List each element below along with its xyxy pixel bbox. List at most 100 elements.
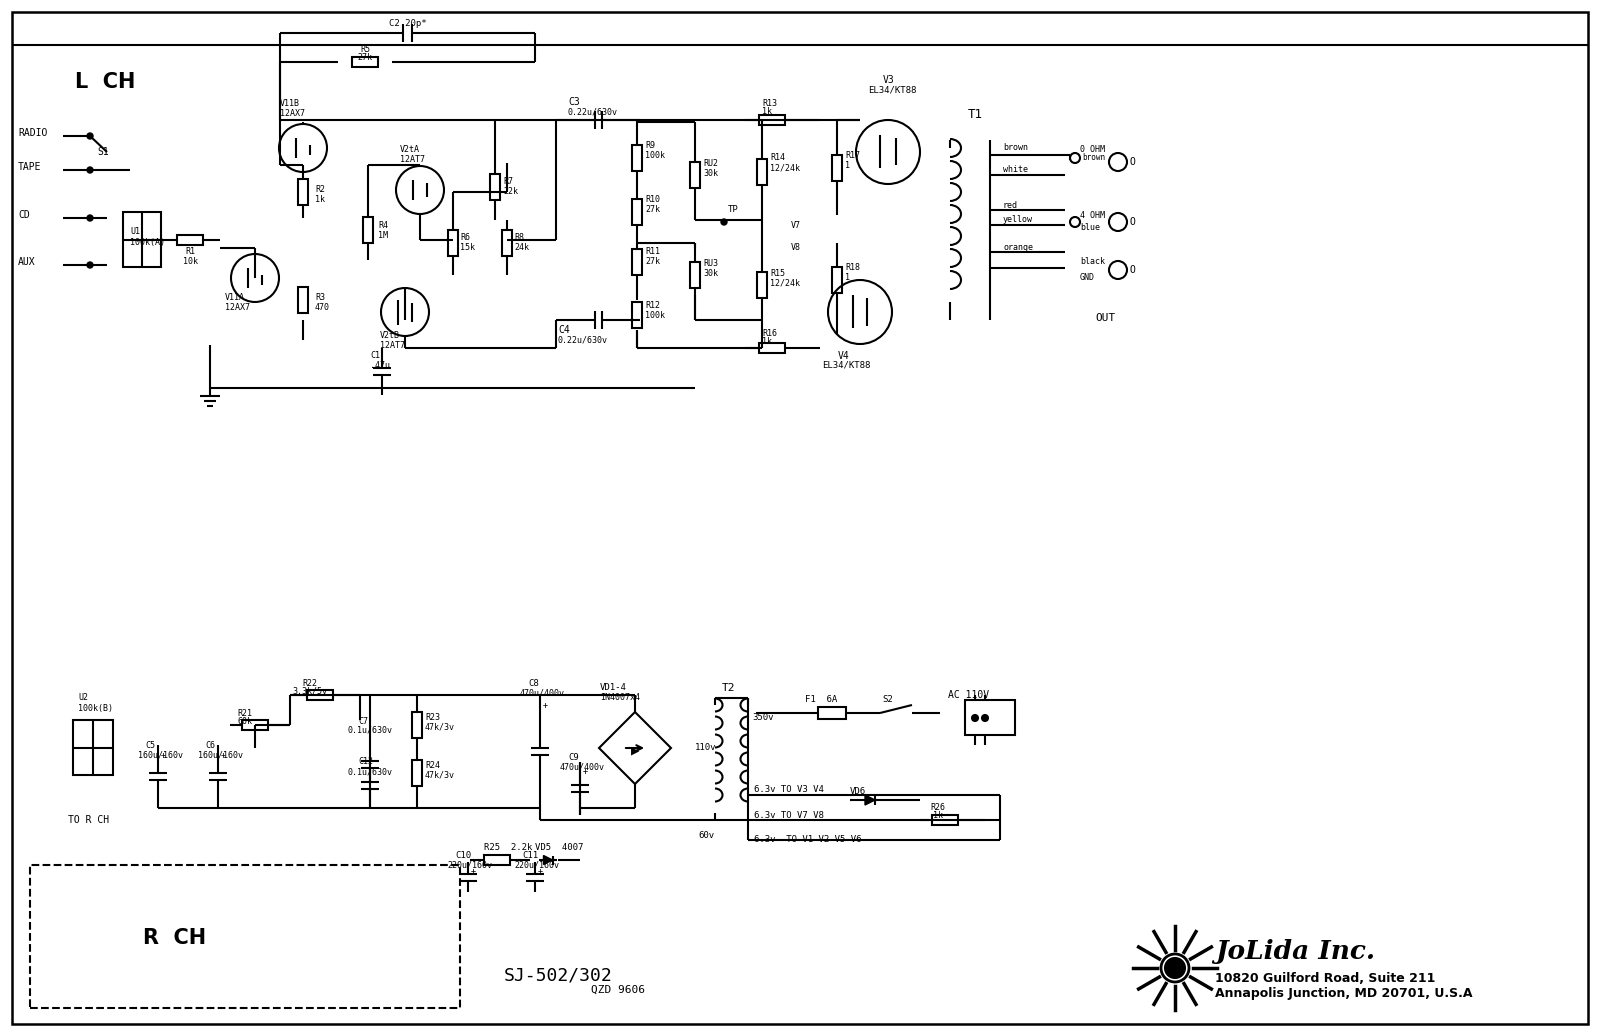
Text: 12AX7: 12AX7 [280,109,306,117]
Text: VD5  4007: VD5 4007 [534,842,584,852]
Text: blue: blue [1080,224,1101,232]
Text: T1: T1 [968,109,982,121]
Text: V11B: V11B [280,98,301,108]
Text: V2tA: V2tA [400,145,419,154]
Text: SJ-502/302: SJ-502/302 [504,966,613,984]
Text: 3.3k/5v: 3.3k/5v [293,687,328,695]
Text: 100k: 100k [645,150,666,160]
Text: TP: TP [728,205,739,214]
Text: AUX: AUX [18,257,35,267]
Text: 1: 1 [845,272,850,282]
Text: R14: R14 [770,153,786,163]
Text: V3: V3 [883,75,894,85]
Text: R26: R26 [931,804,946,812]
Text: F1  6A: F1 6A [805,695,837,704]
Polygon shape [544,856,552,864]
Bar [632,249,642,275]
Text: V4: V4 [838,351,850,361]
Bar [832,155,842,181]
Text: R8: R8 [514,232,525,241]
Text: 470u/400v: 470u/400v [560,762,605,772]
Text: C7: C7 [358,718,368,726]
Text: 160u/160v: 160u/160v [138,750,182,759]
Text: R12: R12 [645,300,661,310]
Text: 1k: 1k [762,108,771,116]
Text: 12/24k: 12/24k [770,279,800,288]
Text: 60v: 60v [698,831,714,839]
Text: 12AT7: 12AT7 [400,155,426,165]
Text: +: + [538,867,542,876]
Text: 0.1u/630v: 0.1u/630v [349,768,394,777]
Text: 220u/160v: 220u/160v [446,861,493,869]
Text: C9: C9 [568,752,579,761]
Text: R2: R2 [315,185,325,195]
Text: VD6: VD6 [850,787,866,797]
Bar [352,57,378,67]
Text: OUT: OUT [1094,313,1115,323]
Text: 12AX7: 12AX7 [226,304,250,313]
Text: 10k: 10k [182,257,197,265]
Text: R7: R7 [502,176,514,185]
Text: TAPE: TAPE [18,162,42,172]
Text: T2: T2 [722,683,736,693]
Circle shape [86,133,93,139]
Bar [931,815,958,825]
Text: C10: C10 [454,851,470,860]
Polygon shape [866,795,875,805]
Text: 12/24k: 12/24k [770,164,800,173]
Text: ▶: ▶ [630,744,638,758]
Bar [413,760,422,786]
Bar [490,174,499,200]
Bar [632,145,642,171]
Text: CD: CD [18,210,30,220]
Text: RADIO: RADIO [18,128,48,138]
Text: 100k(A): 100k(A) [130,237,165,247]
Text: R22: R22 [302,679,317,688]
Text: GND: GND [1080,274,1094,283]
Bar [483,855,510,865]
Text: 47k/3v: 47k/3v [426,722,454,731]
Text: C2 20p*: C2 20p* [389,19,427,28]
Text: R15: R15 [770,268,786,278]
Text: R17: R17 [845,150,861,160]
Bar [74,720,114,775]
Text: 47k/3v: 47k/3v [426,771,454,779]
Text: 15k: 15k [461,243,475,253]
Text: +: + [582,768,589,777]
Text: 27k: 27k [645,258,661,266]
Text: 6.3v TO V3 V4: 6.3v TO V3 V4 [754,785,824,795]
Text: 24k: 24k [514,243,530,253]
Text: C11: C11 [522,851,538,860]
Text: R10: R10 [645,196,661,204]
Text: R25  2.2k: R25 2.2k [483,842,533,852]
Text: 0.22u/630v: 0.22u/630v [558,336,608,345]
Text: R18: R18 [845,262,861,271]
Text: 1k: 1k [762,338,771,346]
Text: S1: S1 [98,147,109,157]
Text: R4: R4 [378,222,387,230]
Text: V2tB: V2tB [381,330,400,340]
Text: C8: C8 [528,679,539,688]
Bar [690,162,701,188]
Text: 4 OHM: 4 OHM [1080,210,1106,220]
Text: 1M: 1M [378,231,387,240]
Text: .47u: .47u [370,361,390,370]
Bar [298,287,307,313]
Text: AC 110V: AC 110V [947,690,989,700]
Text: EL34/KT88: EL34/KT88 [867,86,917,94]
Text: R23: R23 [426,713,440,721]
Text: 160u/160v: 160u/160v [198,750,243,759]
Text: brown: brown [1082,153,1106,163]
Bar [832,267,842,293]
Text: 12AT7: 12AT7 [381,341,405,349]
Bar [178,235,203,244]
Text: EL34/KT88: EL34/KT88 [822,361,870,370]
Text: O: O [1130,217,1136,227]
Text: 350v: 350v [752,714,773,722]
Text: C3: C3 [568,97,579,107]
Text: +: + [470,867,477,876]
Text: RU2: RU2 [702,159,718,168]
Text: white: white [1003,165,1027,173]
Text: C4: C4 [558,325,570,335]
Text: C6: C6 [205,741,214,749]
